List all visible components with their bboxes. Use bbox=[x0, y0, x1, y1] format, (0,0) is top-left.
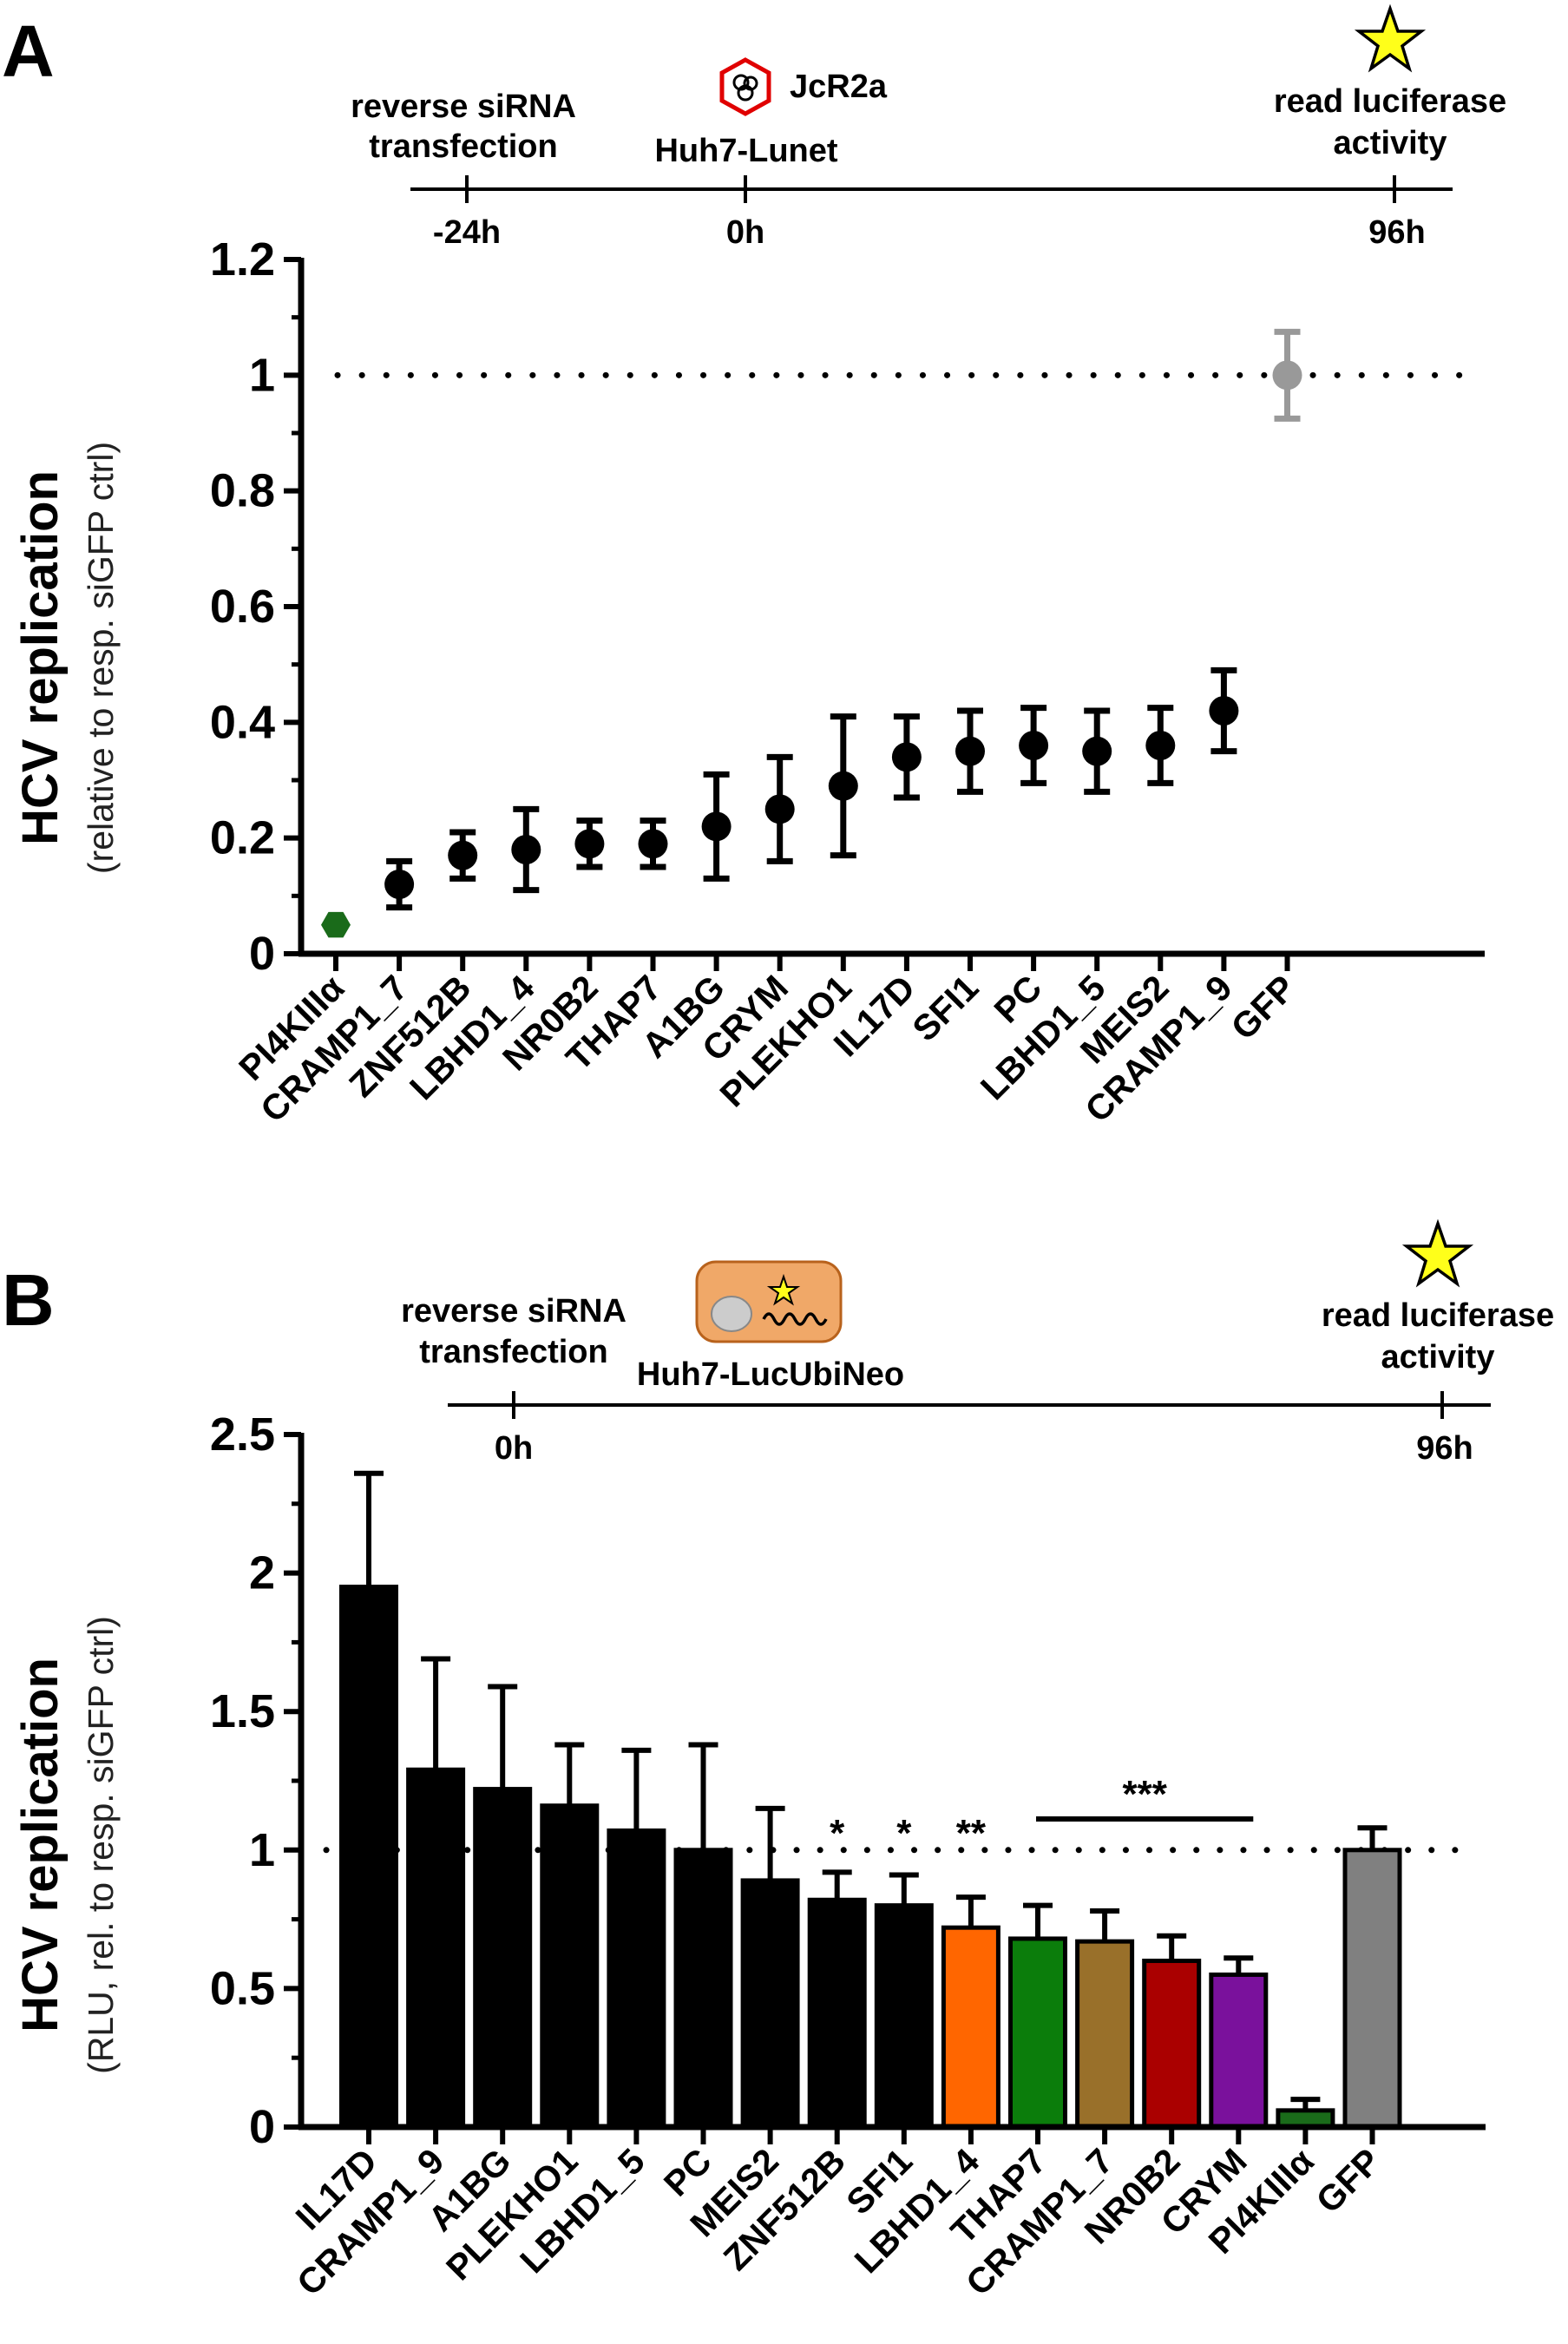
y-tick-label: 0.6 bbox=[210, 581, 275, 633]
chart-b-ylabel: HCV replication bbox=[12, 1658, 69, 2032]
y-tick-label: 0.8 bbox=[210, 465, 275, 517]
x-tick-label: GFP bbox=[1309, 2141, 1388, 2221]
star-icon-b bbox=[1401, 1218, 1474, 1288]
data-point bbox=[321, 911, 351, 938]
cell-icon bbox=[695, 1260, 843, 1343]
y-tick-label: 2 bbox=[249, 1547, 275, 1599]
panel-a: A reverse siRNA transfection JcR2a Huh7-… bbox=[2, 3, 1506, 1130]
timeline-b-right-line2: activity bbox=[1381, 1339, 1495, 1376]
x-tick-label: GFP bbox=[1224, 968, 1303, 1047]
cell-label-a: Huh7-Lunet bbox=[654, 133, 837, 169]
timeline-b-left-line1: reverse siRNA bbox=[401, 1293, 627, 1330]
data-point bbox=[764, 794, 795, 824]
data-point bbox=[701, 811, 732, 842]
y-tick-label: 0.2 bbox=[210, 812, 275, 864]
bar bbox=[473, 1787, 533, 2130]
timeline-a-tick-label: -24h bbox=[433, 214, 501, 251]
chart-a-y-axis: 0 0.2 0.4 0.6 0.8 1 1.2 bbox=[210, 233, 305, 980]
timeline-b-tick-label: 96h bbox=[1416, 1430, 1473, 1467]
data-point bbox=[448, 840, 478, 870]
data-point bbox=[384, 870, 415, 899]
data-point bbox=[1209, 696, 1239, 726]
virus-icon bbox=[719, 57, 771, 116]
panel-b-label: B bbox=[2, 1259, 55, 1341]
timeline-a-left-line1: reverse siRNA bbox=[351, 89, 576, 125]
bar bbox=[339, 1585, 398, 2130]
bar bbox=[740, 1878, 800, 2130]
y-tick-label: 1.2 bbox=[210, 233, 275, 286]
chart-b-y-axis: 0 0.5 1 1.5 2 2.5 bbox=[210, 1408, 305, 2153]
timeline-a-right-line2: activity bbox=[1334, 125, 1447, 161]
y-tick-label: 0.4 bbox=[210, 696, 275, 748]
data-point bbox=[1019, 731, 1049, 760]
chart-b-significance: * * ***** bbox=[830, 1773, 1254, 1855]
data-point bbox=[891, 742, 922, 772]
bar bbox=[807, 1897, 867, 2130]
bar bbox=[673, 1848, 733, 2130]
chart-a-marks bbox=[321, 328, 1302, 938]
timeline-a-tick-label: 96h bbox=[1368, 214, 1425, 251]
timeline-b-left-line2: transfection bbox=[419, 1334, 607, 1370]
chart-b: HCV replication (RLU, rel. to resp. siGF… bbox=[12, 1408, 1486, 2303]
data-point bbox=[828, 771, 858, 801]
y-tick-label: 0 bbox=[249, 2101, 275, 2153]
y-tick-label: 1.5 bbox=[210, 1685, 275, 1737]
chart-b-marks bbox=[339, 1470, 1402, 2130]
data-point bbox=[1082, 736, 1112, 766]
timeline-b: reverse siRNA transfection Huh7-LucUbiNe… bbox=[401, 1218, 1554, 1467]
timeline-a-right-line1: read luciferase bbox=[1274, 83, 1506, 120]
y-tick-label: 0.5 bbox=[210, 1962, 275, 2014]
timeline-b-tick-label: 0h bbox=[495, 1430, 533, 1467]
virus-label: JcR2a bbox=[790, 69, 888, 105]
chart-a-ylabel: HCV replication bbox=[12, 470, 69, 845]
y-tick-label: 1 bbox=[249, 349, 275, 401]
y-tick-label: 1 bbox=[249, 1824, 275, 1876]
chart-b-ylabel-sub: (RLU, rel. to resp. siGFP ctrl) bbox=[81, 1616, 121, 2074]
y-tick-label: 0 bbox=[249, 928, 275, 980]
bar bbox=[1342, 1848, 1402, 2130]
significance-marker: * bbox=[896, 1812, 912, 1855]
chart-a-x-axis: PI4KIIIαCRAMP1_7ZNF512BLBHD1_4NR0B2THAP7… bbox=[231, 950, 1485, 1130]
bar bbox=[1075, 1939, 1135, 2130]
data-point bbox=[511, 835, 541, 864]
timeline-a-left-line2: transfection bbox=[369, 128, 557, 165]
significance-marker: *** bbox=[1122, 1773, 1167, 1815]
timeline-a-tick-label: 0h bbox=[726, 214, 764, 251]
bar bbox=[1008, 1936, 1067, 2130]
panel-b: B reverse siRNA transfection Huh7-LucUbi… bbox=[2, 1218, 1554, 2303]
data-point bbox=[1145, 731, 1176, 760]
timeline-b-right-line1: read luciferase bbox=[1322, 1297, 1554, 1334]
timeline-a: reverse siRNA transfection JcR2a Huh7-Lu… bbox=[351, 3, 1506, 251]
bar bbox=[1142, 1958, 1202, 2130]
significance-marker: * bbox=[830, 1812, 845, 1855]
data-point bbox=[574, 829, 605, 859]
significance-marker: ** bbox=[956, 1812, 987, 1855]
bar bbox=[607, 1828, 666, 2130]
panel-a-label: A bbox=[2, 10, 55, 92]
data-point bbox=[638, 829, 668, 859]
star-icon-a bbox=[1354, 3, 1427, 73]
bar bbox=[406, 1767, 466, 2130]
bar bbox=[540, 1803, 600, 2130]
data-point bbox=[1272, 360, 1302, 391]
chart-a: HCV replication (relative to resp. siGFP… bbox=[12, 233, 1485, 1130]
y-tick-label: 2.5 bbox=[210, 1408, 275, 1461]
chart-a-ylabel-sub: (relative to resp. siGFP ctrl) bbox=[81, 442, 121, 874]
bar bbox=[874, 1903, 934, 2130]
data-point bbox=[955, 736, 985, 766]
bar bbox=[941, 1925, 1001, 2130]
cell-label-b: Huh7-LucUbiNeo bbox=[637, 1356, 904, 1393]
bar bbox=[1209, 1972, 1269, 2130]
x-tick-label: SFI1 bbox=[905, 968, 987, 1049]
